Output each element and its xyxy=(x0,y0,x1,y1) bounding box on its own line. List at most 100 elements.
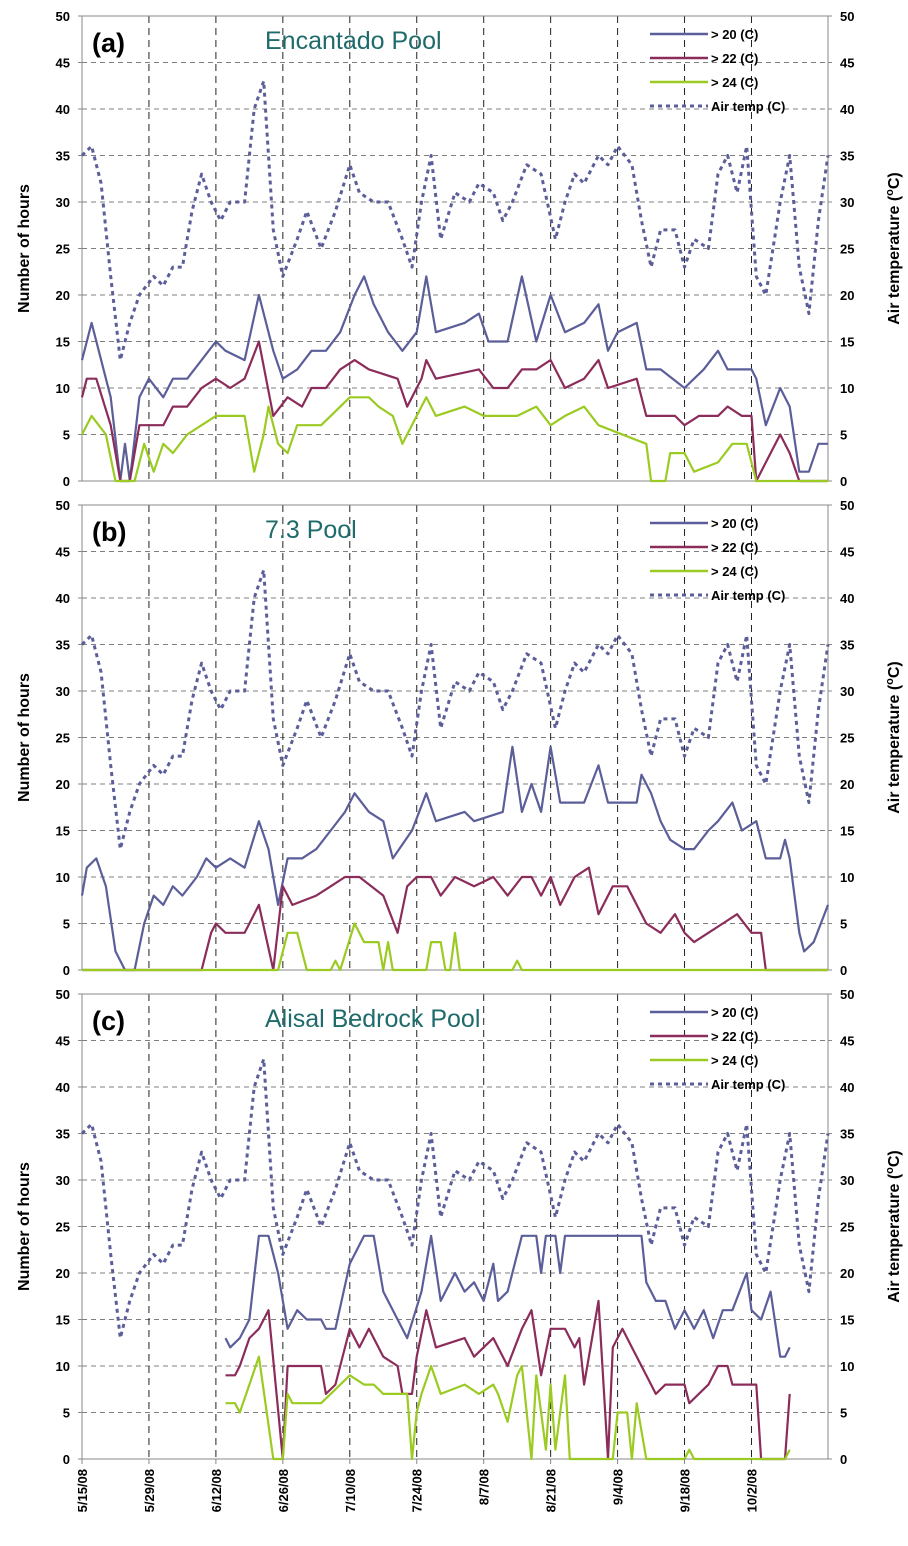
y2-tick-label: 5 xyxy=(840,917,847,932)
y2-tick-label: 25 xyxy=(840,242,854,257)
legend-label-2: > 22 (C) xyxy=(711,540,758,555)
y-tick-label: 30 xyxy=(56,195,70,210)
y-tick-label: 15 xyxy=(56,335,70,350)
y2-tick-label: 0 xyxy=(840,474,847,489)
y-tick-label: 20 xyxy=(56,1266,70,1281)
y-tick-label: 45 xyxy=(56,1034,70,1049)
y2-tick-label: 25 xyxy=(840,731,854,746)
legend-label-1: > 20 (C) xyxy=(711,516,758,531)
y2-tick-label: 30 xyxy=(840,1173,854,1188)
legend-label-2: > 22 (C) xyxy=(711,51,758,66)
y-tick-label: 15 xyxy=(56,824,70,839)
series-line-3 xyxy=(82,922,828,972)
x-tick-label: 8/21/08 xyxy=(544,1469,559,1512)
y2-tick-label: 30 xyxy=(840,195,854,210)
y-tick-label: 5 xyxy=(63,428,70,443)
y2-tick-label: 25 xyxy=(840,1220,854,1235)
y-tick-label: 40 xyxy=(56,102,70,117)
y-axis-title: Number of hours xyxy=(16,184,33,313)
series-line-2 xyxy=(82,866,828,972)
y-tick-label: 20 xyxy=(56,288,70,303)
y2-tick-label: 45 xyxy=(840,56,854,71)
y-tick-label: 10 xyxy=(56,870,70,885)
x-tick-label: 6/26/08 xyxy=(276,1469,291,1512)
legend-label-4: Air temp (C) xyxy=(711,1077,785,1092)
series-line-1 xyxy=(224,1234,791,1358)
y2-tick-label: 35 xyxy=(840,638,854,653)
y2-tick-label: 45 xyxy=(840,545,854,560)
y2-tick-label: 40 xyxy=(840,102,854,117)
y2-tick-label: 50 xyxy=(840,987,854,1002)
y-tick-label: 35 xyxy=(56,1127,70,1142)
y-tick-label: 10 xyxy=(56,381,70,396)
y2-tick-label: 10 xyxy=(840,870,854,885)
y-tick-label: 5 xyxy=(63,1406,70,1421)
y-tick-label: 0 xyxy=(63,1452,70,1467)
y2-tick-label: 10 xyxy=(840,381,854,396)
series-line-4 xyxy=(80,79,830,362)
y2-tick-label: 20 xyxy=(840,1266,854,1281)
y2-tick-label: 50 xyxy=(840,498,854,513)
x-tick-label: 5/29/08 xyxy=(142,1469,157,1512)
y-tick-label: 0 xyxy=(63,474,70,489)
y-tick-label: 50 xyxy=(56,987,70,1002)
x-tick-label: 9/4/08 xyxy=(611,1469,626,1505)
y-tick-label: 20 xyxy=(56,777,70,792)
y2-tick-label: 15 xyxy=(840,824,854,839)
y2-tick-label: 15 xyxy=(840,335,854,350)
y2-tick-label: 50 xyxy=(840,9,854,24)
y2-tick-label: 20 xyxy=(840,288,854,303)
y2-tick-label: 35 xyxy=(840,149,854,164)
legend-label-3: > 24 (C) xyxy=(711,1053,758,1068)
y-tick-label: 25 xyxy=(56,731,70,746)
y2-tick-label: 15 xyxy=(840,1313,854,1328)
y-tick-label: 5 xyxy=(63,917,70,932)
y-tick-label: 50 xyxy=(56,498,70,513)
legend-label-2: > 22 (C) xyxy=(711,1029,758,1044)
y-tick-label: 25 xyxy=(56,1220,70,1235)
y-tick-label: 15 xyxy=(56,1313,70,1328)
x-tick-label: 6/12/08 xyxy=(209,1469,224,1512)
y-tick-label: 45 xyxy=(56,545,70,560)
y-axis-title: Number of hours xyxy=(16,673,33,802)
panel-letter: (a) xyxy=(92,28,125,58)
y-axis-title: Number of hours xyxy=(16,1162,33,1291)
y2-axis-title: Air temperature (oC) xyxy=(884,172,903,325)
y2-tick-label: 10 xyxy=(840,1359,854,1374)
y-tick-label: 30 xyxy=(56,684,70,699)
series-line-2 xyxy=(80,340,828,483)
x-tick-label: 8/7/08 xyxy=(477,1469,492,1505)
y-tick-label: 0 xyxy=(63,963,70,978)
x-tick-label: 7/24/08 xyxy=(410,1469,425,1512)
panel-1: 0 0 5 5 10 10 15 15 20 20 25 25 30 30 35 35 40 40 45 45 50 50… xyxy=(16,9,903,489)
y-tick-label: 40 xyxy=(56,1080,70,1095)
y2-tick-label: 30 xyxy=(840,684,854,699)
series-line-4 xyxy=(80,568,830,851)
y-tick-label: 35 xyxy=(56,149,70,164)
y2-tick-label: 0 xyxy=(840,1452,847,1467)
y2-tick-label: 5 xyxy=(840,428,847,443)
y-tick-label: 25 xyxy=(56,242,70,257)
x-tick-label: 7/10/08 xyxy=(343,1469,358,1512)
y-tick-label: 35 xyxy=(56,638,70,653)
y2-tick-label: 20 xyxy=(840,777,854,792)
series-line-3 xyxy=(81,396,828,483)
y2-tick-label: 0 xyxy=(840,963,847,978)
panel-title: Encantado Pool xyxy=(265,27,442,55)
y-tick-label: 30 xyxy=(56,1173,70,1188)
x-tick-label: 9/18/08 xyxy=(678,1469,693,1512)
y-tick-label: 10 xyxy=(56,1359,70,1374)
y-tick-label: 50 xyxy=(56,9,70,24)
panel-title: Alisal Bedrock Pool xyxy=(265,1005,480,1033)
series-line-1 xyxy=(80,275,828,483)
y2-axis-title: Air temperature (oC) xyxy=(884,1150,903,1303)
legend-label-1: > 20 (C) xyxy=(711,27,758,42)
legend-label-4: Air temp (C) xyxy=(711,99,785,114)
panel-2: 0 0 5 5 10 10 15 15 20 20 25 25 30 30 35 35 40 40 45 45 50 50… xyxy=(16,498,903,978)
y-tick-label: 45 xyxy=(56,56,70,71)
y2-tick-label: 40 xyxy=(840,1080,854,1095)
x-tick-label: 10/2/08 xyxy=(744,1469,759,1512)
y2-tick-label: 40 xyxy=(840,591,854,606)
series-line-4 xyxy=(80,1057,830,1340)
